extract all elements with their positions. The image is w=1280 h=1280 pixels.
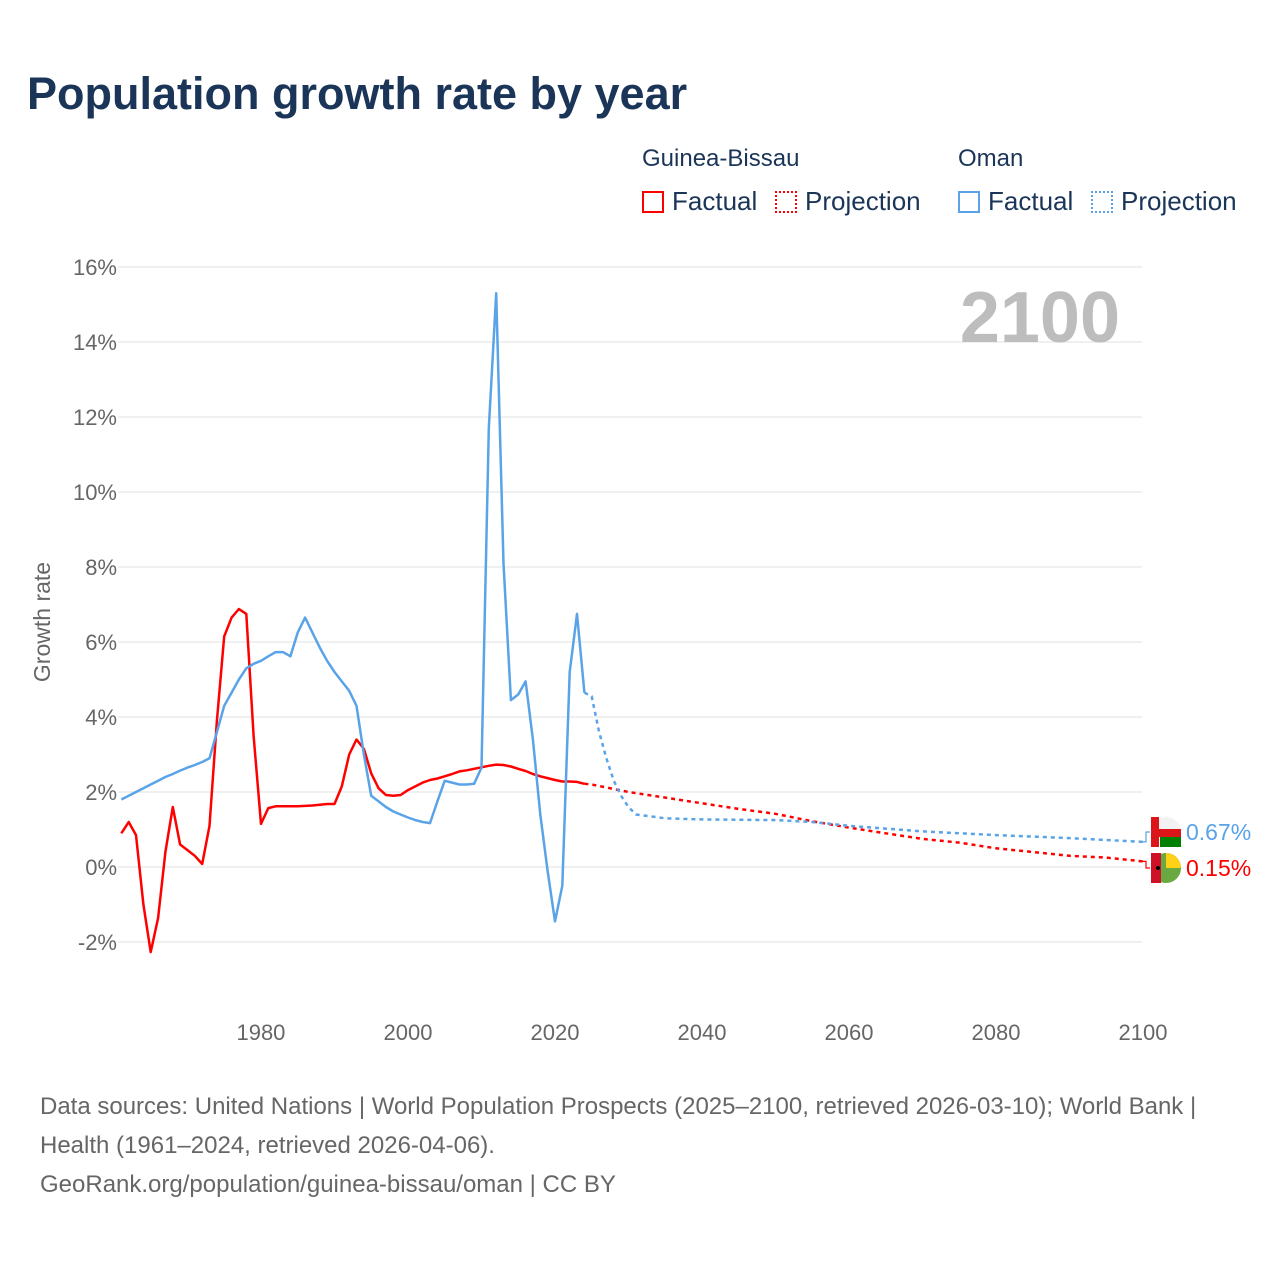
legend-guinea-bissau-factual[interactable]: Factual: [642, 186, 757, 217]
oman-end-label: 0.67%: [1186, 819, 1251, 845]
legend-oman-factual[interactable]: Factual: [958, 186, 1073, 217]
y-tick-label: 8%: [85, 555, 117, 580]
flag-yellow: [1166, 853, 1181, 868]
y-axis-label: Growth rate: [29, 562, 55, 682]
legend-oman-title: Oman: [958, 145, 1024, 172]
x-tick-label: 2100: [1119, 1020, 1168, 1045]
flag-green: [1160, 837, 1181, 847]
oman-factual-line: [120, 292, 586, 923]
legend-guinea-bissau-title: Guinea-Bissau: [642, 145, 800, 172]
flag-red-bar: [1151, 817, 1159, 847]
label-connector: [1142, 860, 1150, 869]
flag-star: [1156, 866, 1160, 870]
legend-swatch-solid: [642, 190, 664, 213]
guinea-bissau-flag-icon: [1151, 853, 1181, 883]
guinea-bissau-factual-line: [120, 607, 585, 954]
legend-label: Projection: [1121, 186, 1237, 216]
oman-projection-line: [583, 691, 1144, 844]
x-tick-label: 1980: [236, 1020, 285, 1045]
year-label: 2100: [960, 278, 1120, 358]
y-tick-label: 12%: [73, 405, 117, 430]
y-tick-label: 6%: [85, 630, 117, 655]
guinea-bissau-projection-line: [584, 782, 1144, 863]
data-sources: Data sources: United Nations | World Pop…: [40, 1093, 1197, 1159]
y-tick-label: 16%: [73, 255, 117, 280]
oman-flag-icon: [1151, 817, 1181, 847]
x-tick-label: 2080: [972, 1020, 1021, 1045]
legend-swatch-solid: [958, 190, 980, 213]
guinea-bissau-end-label: 0.15%: [1186, 855, 1251, 881]
legend-guinea-bissau-projection[interactable]: Projection: [775, 186, 921, 217]
x-tick-label: 2000: [383, 1020, 432, 1045]
y-tick-label: 2%: [85, 780, 117, 805]
legend-oman-projection[interactable]: Projection: [1091, 186, 1237, 217]
footer: Data sources: United Nations | World Pop…: [40, 1087, 1240, 1204]
y-tick-label: -2%: [78, 930, 117, 955]
y-tick-label: 10%: [73, 480, 117, 505]
x-tick-label: 2020: [530, 1020, 579, 1045]
legend-swatch-dotted: [1091, 190, 1113, 213]
y-tick-label: 0%: [85, 855, 117, 880]
y-tick-label: 14%: [73, 330, 117, 355]
chart-title: Population growth rate by year: [27, 68, 688, 119]
legend-swatch-dotted: [775, 190, 797, 213]
legend-label: Factual: [988, 186, 1074, 216]
label-connector: [1142, 831, 1150, 843]
legend-label: Factual: [672, 186, 758, 216]
y-tick-label: 4%: [85, 705, 117, 730]
x-tick-label: 2040: [678, 1020, 727, 1045]
legend-label: Projection: [805, 186, 921, 216]
source-link[interactable]: GeoRank.org/population/guinea-bissau/oma…: [40, 1171, 616, 1198]
x-tick-label: 2060: [825, 1020, 874, 1045]
line-chart: -2% 0% 2% 4% 6% 8% 10% 12% 14% 16% 1980 2000 2020 204…: [29, 255, 1251, 1045]
